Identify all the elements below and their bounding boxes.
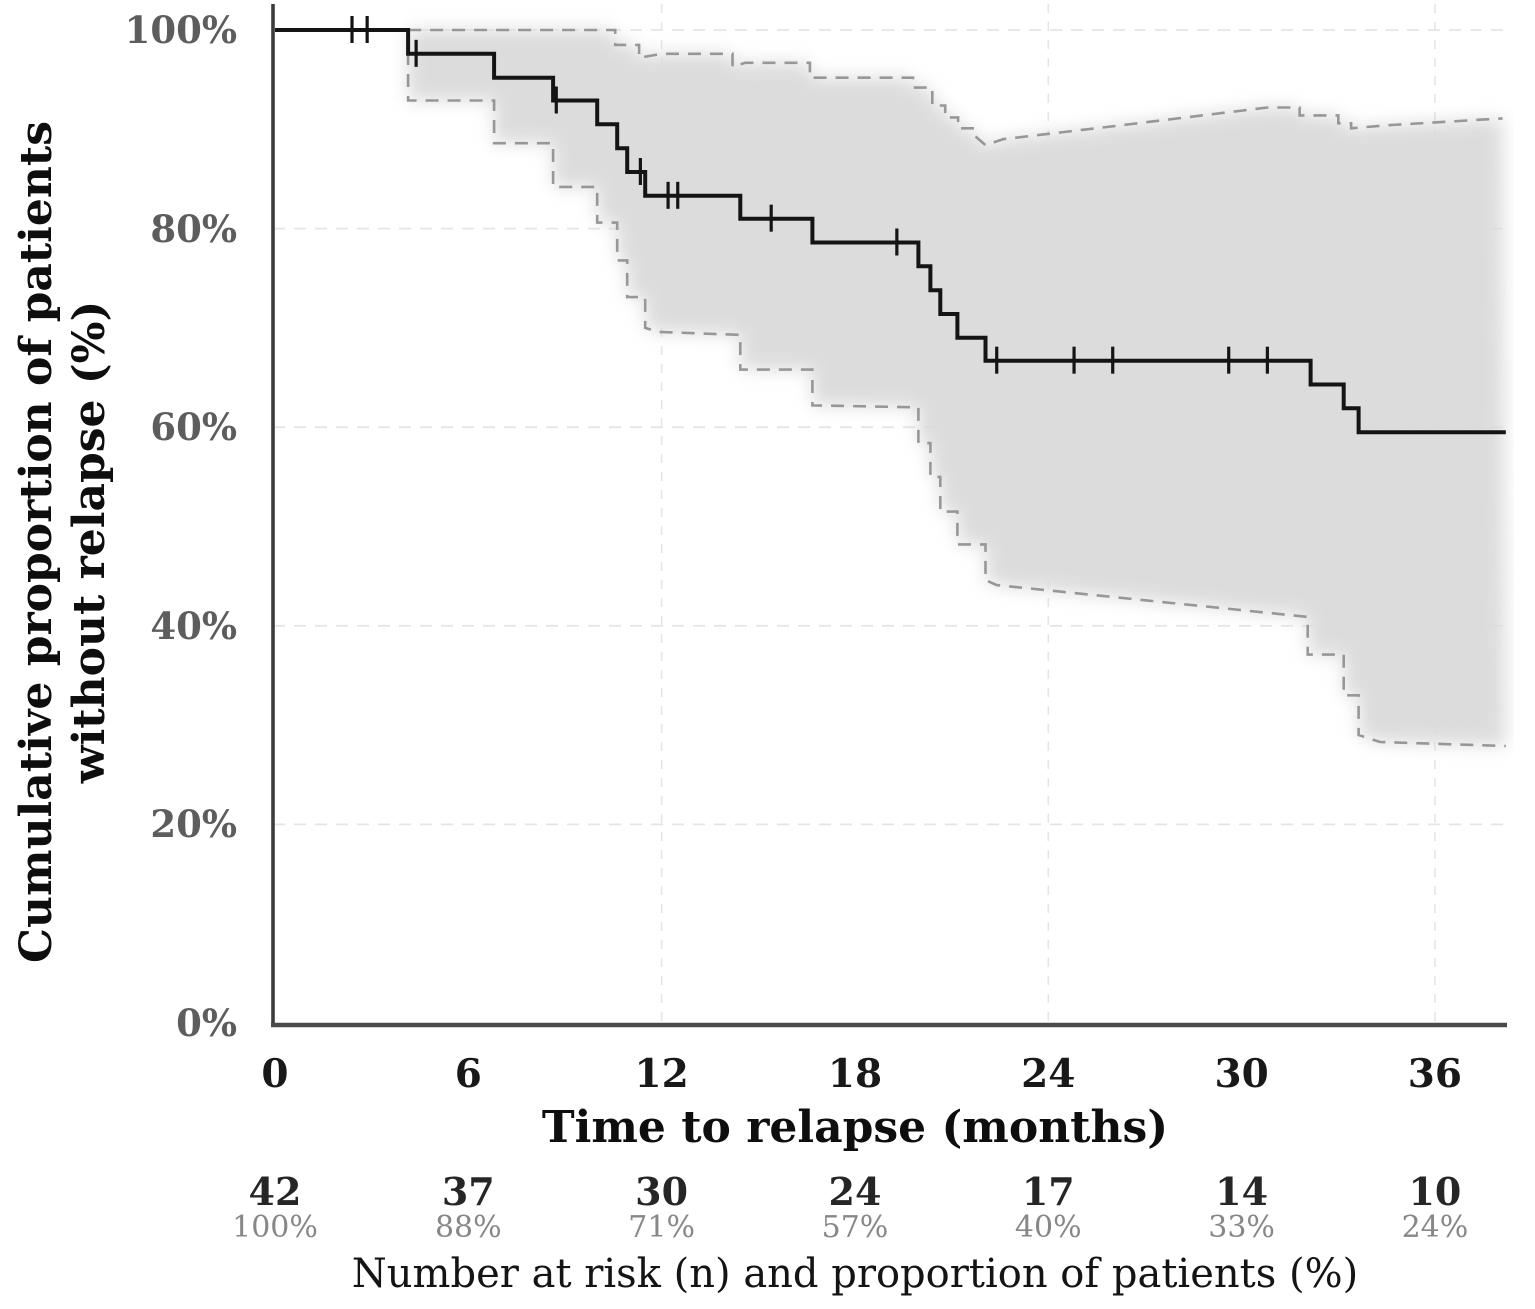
risk-pct-month-0: 100% [232, 1210, 318, 1245]
risk-pct-month-18: 57% [821, 1210, 889, 1245]
x-axis-title: Time to relapse (months) [541, 1102, 1169, 1153]
y-axis-title-line1: Cumulative proportion of patients [11, 121, 62, 963]
km-curve-line [275, 28, 1506, 435]
y-tick-label-20: 20% [150, 802, 237, 847]
confidence-band-area [408, 30, 1506, 746]
y-tick-label-0: 0% [176, 1001, 237, 1045]
risk-pct-month-24: 40% [1014, 1210, 1082, 1245]
risk-n-month-0: 42 [248, 1169, 302, 1214]
y-axis-title-line2: without relapse (%) [64, 300, 115, 784]
upper-ci-line [408, 28, 1503, 147]
risk-pct-month-30: 33% [1208, 1210, 1275, 1245]
y-tick-label-100: 100% [124, 8, 237, 52]
risk-table-caption: Number at risk (n) and proportion of pat… [351, 1251, 1359, 1297]
risk-pct-month-6: 88% [434, 1210, 502, 1245]
confidence-band [408, 30, 1506, 746]
x-tick-label-0: 0 [261, 1051, 289, 1097]
risk-n-month-18: 24 [828, 1169, 882, 1214]
lower-ci-line [406, 30, 1506, 748]
x-tick-label-18: 18 [827, 1051, 883, 1097]
y-axis-title: Cumulative proportion of patients withou… [10, 42, 116, 1042]
y-tick-label-80: 80% [150, 206, 237, 251]
risk-n-month-6: 37 [441, 1169, 495, 1214]
risk-pct-month-12: 71% [628, 1210, 695, 1245]
x-tick-label-30: 30 [1214, 1051, 1269, 1097]
risk-pct-month-36: 24% [1401, 1210, 1469, 1245]
y-tick-label-60: 60% [150, 405, 237, 450]
x-tick-label-6: 6 [454, 1051, 482, 1097]
censor-marks [350, 16, 1269, 374]
x-tick-label-12: 12 [634, 1051, 689, 1097]
risk-n-month-24: 17 [1021, 1169, 1075, 1214]
risk-n-month-36: 10 [1408, 1169, 1462, 1214]
confidence-interval-lines [406, 28, 1506, 748]
y-tick-label-40: 40% [150, 603, 237, 648]
x-tick-label-24: 24 [1021, 1051, 1076, 1097]
risk-n-month-12: 30 [635, 1169, 689, 1214]
risk-n-month-30: 14 [1215, 1169, 1269, 1214]
survival-curve [275, 28, 1506, 435]
x-tick-label-36: 36 [1407, 1051, 1463, 1097]
axes [271, 4, 1507, 1028]
